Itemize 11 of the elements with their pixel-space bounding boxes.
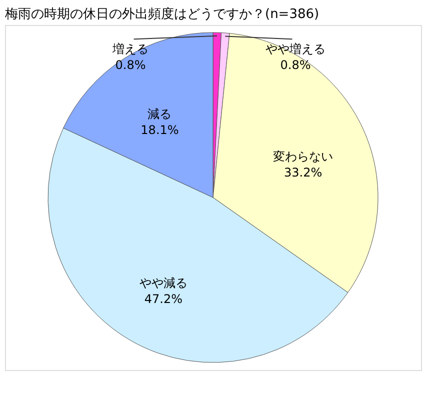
slice-label: 変わらない — [273, 149, 334, 164]
data-label: 0.8% — [280, 58, 311, 72]
slice-label: 増える — [112, 42, 148, 56]
slice-label: やや増える — [266, 42, 326, 56]
data-label: 47.2% — [144, 292, 183, 306]
slice-label: やや減る — [139, 276, 188, 290]
data-label: 0.8% — [115, 58, 146, 72]
chart-title: 梅雨の時期の休日の外出頻度はどうですか？(n=386) — [4, 6, 320, 22]
data-label: 33.2% — [284, 165, 322, 180]
data-label: 18.1% — [140, 123, 179, 138]
slice-label: 減る — [148, 107, 172, 122]
